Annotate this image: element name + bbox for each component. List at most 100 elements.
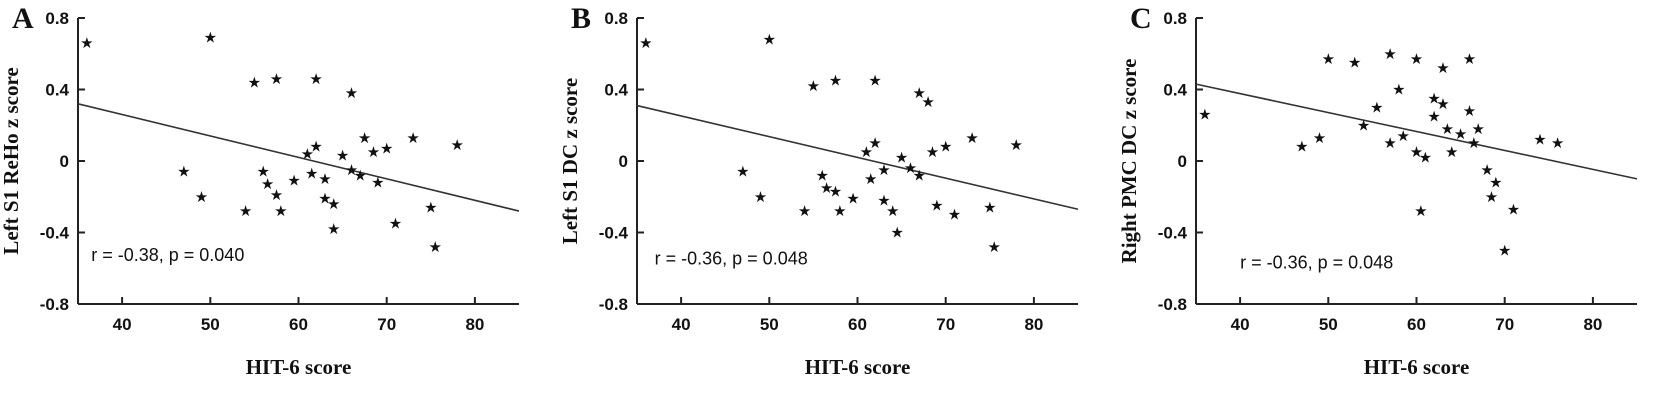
y-tick-label: -0.8 (1158, 295, 1187, 314)
x-axis-label: HIT-6 score (805, 355, 911, 379)
data-point-star-marker: ★ (1445, 143, 1458, 161)
data-point-star-marker: ★ (1485, 188, 1498, 206)
correlation-annotation: r = -0.36, p = 0.048 (1240, 252, 1393, 272)
data-point-star-marker: ★ (424, 198, 437, 216)
data-point-star-marker: ★ (1463, 50, 1476, 68)
data-point-star-marker: ★ (367, 143, 380, 161)
data-point-star-marker: ★ (1480, 161, 1493, 179)
data-point-star-marker: ★ (301, 145, 314, 163)
data-point-star-marker: ★ (451, 136, 464, 154)
y-tick-label: 0.4 (45, 81, 69, 100)
data-point-star-marker: ★ (287, 172, 300, 190)
y-tick-label: -0.4 (40, 224, 70, 243)
data-point-star-marker: ★ (270, 70, 283, 88)
data-point-star-marker: ★ (1383, 134, 1396, 152)
data-point-star-marker: ★ (948, 206, 961, 224)
data-point-star-marker: ★ (1472, 120, 1485, 138)
y-tick-label: 0.8 (45, 9, 69, 28)
data-point-star-marker: ★ (1410, 50, 1423, 68)
x-tick-label: 80 (1583, 315, 1602, 334)
scatter-plot-right-pmc-dc: 40 50 60 70 80-0.8-0.400.40.8★★ ★ ★ ★ ★ ★★ ★★★★★★★… (1118, 9, 1638, 379)
x-tick-label: 70 (936, 315, 955, 334)
data-point-star-marker: ★ (1441, 120, 1454, 138)
data-point-star-marker: ★ (860, 143, 873, 161)
x-axis-label: HIT-6 score (246, 355, 352, 379)
data-point-star-marker: ★ (345, 84, 358, 102)
data-point-star-marker: ★ (1498, 241, 1511, 259)
y-tick-label: -0.8 (40, 295, 69, 314)
data-point-star-marker: ★ (1010, 136, 1023, 154)
data-point-star-marker: ★ (1463, 102, 1476, 120)
data-point-star-marker: ★ (820, 179, 833, 197)
data-point-star-marker: ★ (877, 161, 890, 179)
y-tick-label: 0 (60, 152, 69, 171)
x-tick-label: 80 (1024, 315, 1043, 334)
data-point-star-marker: ★ (327, 220, 340, 238)
data-point-star-marker: ★ (930, 197, 943, 215)
x-tick-label: 50 (1319, 315, 1338, 334)
data-point-star-marker: ★ (380, 139, 393, 157)
scatter-plot-left-s1-dc: 40 50 60 70 80-0.8-0.400.40.8★ ★★ ★ ★★★★★★★★★★★… (559, 9, 1079, 379)
data-point-star-marker: ★ (1410, 143, 1423, 161)
data-point-star-marker: ★ (754, 188, 767, 206)
data-point-star-marker: ★ (261, 175, 274, 193)
data-point-star-marker: ★ (274, 202, 287, 220)
scatter-plot-left-s1-reho: 40 50 60 70 80-0.8-0.400.40.8★ ★★ ★ ★★★★★★★★★★★… (0, 9, 520, 379)
data-point-star-marker: ★ (877, 191, 890, 209)
data-point-star-marker: ★ (318, 170, 331, 188)
data-point-star-marker: ★ (1322, 50, 1335, 68)
data-point-star-marker: ★ (1467, 134, 1480, 152)
data-point-star-marker: ★ (895, 148, 908, 166)
data-point-star-marker: ★ (983, 198, 996, 216)
data-point-star-marker: ★ (248, 73, 261, 91)
data-point-star-marker: ★ (965, 129, 978, 147)
data-point-star-marker: ★ (763, 30, 776, 48)
data-point-star-marker: ★ (890, 224, 903, 242)
data-point-star-marker: ★ (886, 202, 899, 220)
data-point-star-marker: ★ (868, 72, 881, 90)
data-point-star-marker: ★ (358, 129, 371, 147)
data-point-star-marker: ★ (177, 163, 190, 181)
y-axis-label: Right PMC DC z score (1118, 59, 1141, 264)
data-point-star-marker: ★ (913, 166, 926, 184)
data-point-star-marker: ★ (327, 195, 340, 213)
y-tick-label: 0 (1178, 152, 1187, 171)
data-point-star-marker: ★ (639, 34, 652, 52)
data-point-star-marker: ★ (406, 129, 419, 147)
data-point-star-marker: ★ (309, 138, 322, 156)
y-tick-label: -0.4 (599, 224, 629, 243)
scatter-panel-a: A 40 50 60 70 80 -0.8 -0.4 0 0.4 0.8 ★ ★ ★ ★ ★ ★ ★ ★ ★ ★ ★ ★ ★… (0, 0, 559, 406)
data-point-star-marker: ★ (1427, 89, 1440, 107)
y-tick-label: -0.8 (599, 295, 628, 314)
x-tick-label: 60 (289, 315, 308, 334)
data-point-star-marker: ★ (736, 163, 749, 181)
data-point-star-marker: ★ (1198, 106, 1211, 124)
panel-label-b: B (571, 2, 592, 35)
regression-line (77, 103, 520, 212)
data-point-star-marker: ★ (1427, 107, 1440, 125)
data-point-star-marker: ★ (1436, 95, 1449, 113)
scatter-panel-c: C 40 50 60 70 80 -0.8 -0.4 0 0.4 0.8 ★ ★ ★ ★ ★ ★ ★ ★ ★ ★ ★ ★ ★… (1118, 0, 1677, 406)
data-point-star-marker: ★ (913, 84, 926, 102)
data-point-star-marker: ★ (829, 182, 842, 200)
data-point-star-marker: ★ (1507, 200, 1520, 218)
x-tick-label: 40 (672, 315, 691, 334)
data-point-star-marker: ★ (807, 77, 820, 95)
data-point-star-marker: ★ (1454, 125, 1467, 143)
correlation-annotation: r = -0.36, p = 0.048 (655, 249, 808, 269)
x-tick-label: 40 (1231, 315, 1250, 334)
data-point-star-marker: ★ (270, 186, 283, 204)
data-point-star-marker: ★ (1533, 131, 1546, 149)
x-tick-label: 40 (113, 315, 132, 334)
y-tick-label: 0.4 (1163, 81, 1187, 100)
x-tick-label: 60 (1407, 315, 1426, 334)
x-axis-label: HIT-6 score (1364, 355, 1470, 379)
data-point-star-marker: ★ (1551, 134, 1564, 152)
x-tick-label: 70 (1495, 315, 1514, 334)
data-point-star-marker: ★ (1348, 54, 1361, 72)
y-axis-label: Left S1 DC z score (559, 78, 582, 244)
data-point-star-marker: ★ (336, 147, 349, 165)
data-point-star-marker: ★ (939, 138, 952, 156)
data-point-star-marker: ★ (195, 188, 208, 206)
data-point-star-marker: ★ (1313, 129, 1326, 147)
